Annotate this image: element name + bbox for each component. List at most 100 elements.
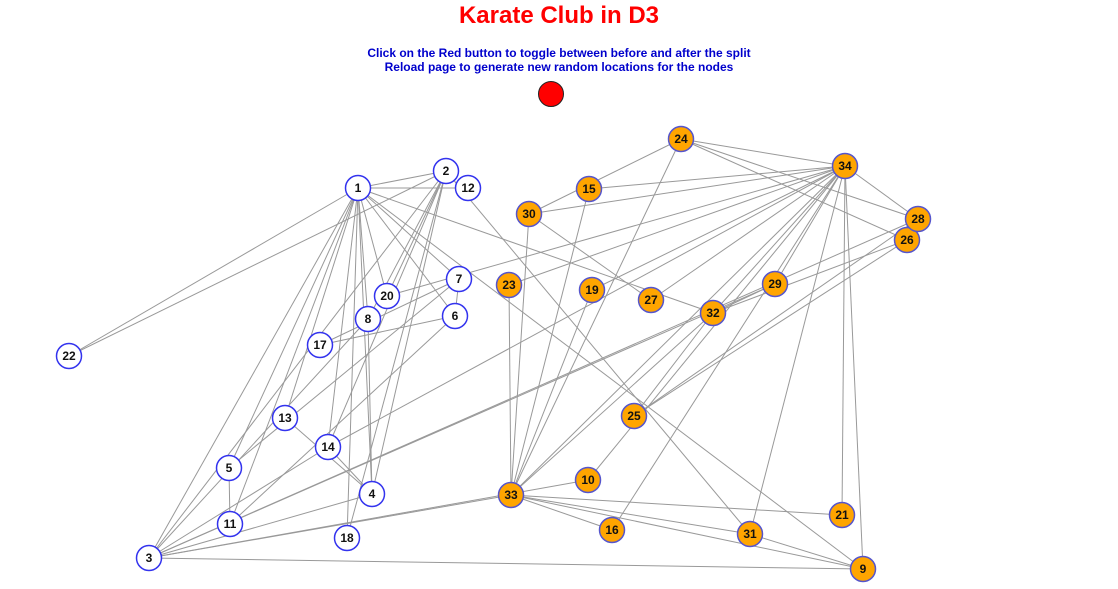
- node-circle-8[interactable]: [354, 305, 382, 333]
- node-11[interactable]: 11: [216, 510, 244, 538]
- node-14[interactable]: 14: [314, 433, 342, 461]
- node-circle-3[interactable]: [135, 544, 163, 572]
- node-32[interactable]: 32: [699, 299, 727, 327]
- node-circle-18[interactable]: [333, 524, 361, 552]
- edge-8-4: [367, 318, 373, 495]
- node-10[interactable]: 10: [574, 466, 602, 494]
- node-13[interactable]: 13: [271, 404, 299, 432]
- node-19[interactable]: 19: [578, 276, 606, 304]
- node-9[interactable]: 9: [849, 555, 877, 583]
- node-circle-9[interactable]: [849, 555, 877, 583]
- node-circle-10[interactable]: [574, 466, 602, 494]
- node-8[interactable]: 8: [354, 305, 382, 333]
- edge-32-25: [633, 312, 714, 417]
- node-circle-24[interactable]: [667, 125, 695, 153]
- edge-3-1: [148, 187, 359, 559]
- node-circle-7[interactable]: [445, 265, 473, 293]
- node-3[interactable]: 3: [135, 544, 163, 572]
- edge-8-1: [357, 187, 369, 320]
- node-circle-12[interactable]: [454, 174, 482, 202]
- edge-32-26: [712, 239, 908, 314]
- node-circle-33[interactable]: [497, 481, 525, 509]
- node-label-23: 23: [502, 278, 516, 292]
- toggle-split-button[interactable]: [538, 81, 564, 107]
- node-layer: 1234567891011121314151617181920212223242…: [55, 125, 932, 583]
- node-label-22: 22: [62, 349, 76, 363]
- node-circle-13[interactable]: [271, 404, 299, 432]
- edge-34-23: [508, 165, 846, 286]
- node-circle-11[interactable]: [216, 510, 244, 538]
- node-16[interactable]: 16: [598, 516, 626, 544]
- node-circle-4[interactable]: [358, 480, 386, 508]
- node-circle-19[interactable]: [578, 276, 606, 304]
- edge-33-3: [148, 494, 512, 559]
- node-29[interactable]: 29: [761, 270, 789, 298]
- node-22[interactable]: 22: [55, 342, 83, 370]
- node-24[interactable]: 24: [667, 125, 695, 153]
- node-circle-6[interactable]: [441, 302, 469, 330]
- instruction-line-reload: Reload page to generate new random locat…: [384, 60, 734, 74]
- edge-34-29: [774, 165, 846, 285]
- node-circle-29[interactable]: [761, 270, 789, 298]
- node-15[interactable]: 15: [575, 175, 603, 203]
- node-12[interactable]: 12: [454, 174, 482, 202]
- node-18[interactable]: 18: [333, 524, 361, 552]
- node-28[interactable]: 28: [904, 205, 932, 233]
- node-1[interactable]: 1: [344, 174, 372, 202]
- edge-34-32: [712, 165, 846, 314]
- node-circle-15[interactable]: [575, 175, 603, 203]
- node-label-10: 10: [581, 473, 595, 487]
- node-31[interactable]: 31: [736, 520, 764, 548]
- node-circle-27[interactable]: [637, 286, 665, 314]
- node-circle-20[interactable]: [373, 282, 401, 310]
- node-circle-1[interactable]: [344, 174, 372, 202]
- edge-13-1: [284, 187, 359, 419]
- edge-34-28: [844, 165, 919, 220]
- node-27[interactable]: 27: [637, 286, 665, 314]
- node-circle-21[interactable]: [828, 501, 856, 529]
- node-circle-31[interactable]: [736, 520, 764, 548]
- node-circle-30[interactable]: [515, 200, 543, 228]
- node-34[interactable]: 34: [831, 152, 859, 180]
- node-circle-25[interactable]: [620, 402, 648, 430]
- node-circle-14[interactable]: [314, 433, 342, 461]
- node-circle-17[interactable]: [306, 331, 334, 359]
- node-17[interactable]: 17: [306, 331, 334, 359]
- node-label-16: 16: [605, 523, 619, 537]
- node-circle-28[interactable]: [904, 205, 932, 233]
- node-label-7: 7: [456, 272, 463, 286]
- node-2[interactable]: 2: [432, 157, 460, 185]
- node-label-28: 28: [911, 212, 925, 226]
- node-circle-23[interactable]: [495, 271, 523, 299]
- node-label-31: 31: [743, 527, 757, 541]
- node-26[interactable]: 26: [893, 226, 921, 254]
- instruction-line-toggle: Click on the Red button to toggle betwee…: [367, 46, 751, 60]
- edge-14-1: [327, 187, 359, 448]
- node-5[interactable]: 5: [215, 454, 243, 482]
- node-circle-22[interactable]: [55, 342, 83, 370]
- edge-20-1: [357, 187, 388, 297]
- edge-17-7: [319, 278, 460, 346]
- node-circle-5[interactable]: [215, 454, 243, 482]
- node-circle-26[interactable]: [893, 226, 921, 254]
- edge-11-1: [229, 187, 359, 525]
- node-7[interactable]: 7: [445, 265, 473, 293]
- node-23[interactable]: 23: [495, 271, 523, 299]
- node-label-15: 15: [582, 182, 596, 196]
- node-30[interactable]: 30: [515, 200, 543, 228]
- node-label-30: 30: [522, 207, 536, 221]
- node-circle-34[interactable]: [831, 152, 859, 180]
- edge-34-14: [327, 165, 846, 448]
- node-circle-16[interactable]: [598, 516, 626, 544]
- node-25[interactable]: 25: [620, 402, 648, 430]
- node-circle-32[interactable]: [699, 299, 727, 327]
- edge-34-24: [680, 138, 846, 167]
- node-4[interactable]: 4: [358, 480, 386, 508]
- node-33[interactable]: 33: [497, 481, 525, 509]
- node-6[interactable]: 6: [441, 302, 469, 330]
- edge-33-9: [510, 494, 864, 570]
- node-20[interactable]: 20: [373, 282, 401, 310]
- node-circle-2[interactable]: [432, 157, 460, 185]
- edge-18-2: [346, 170, 447, 539]
- node-21[interactable]: 21: [828, 501, 856, 529]
